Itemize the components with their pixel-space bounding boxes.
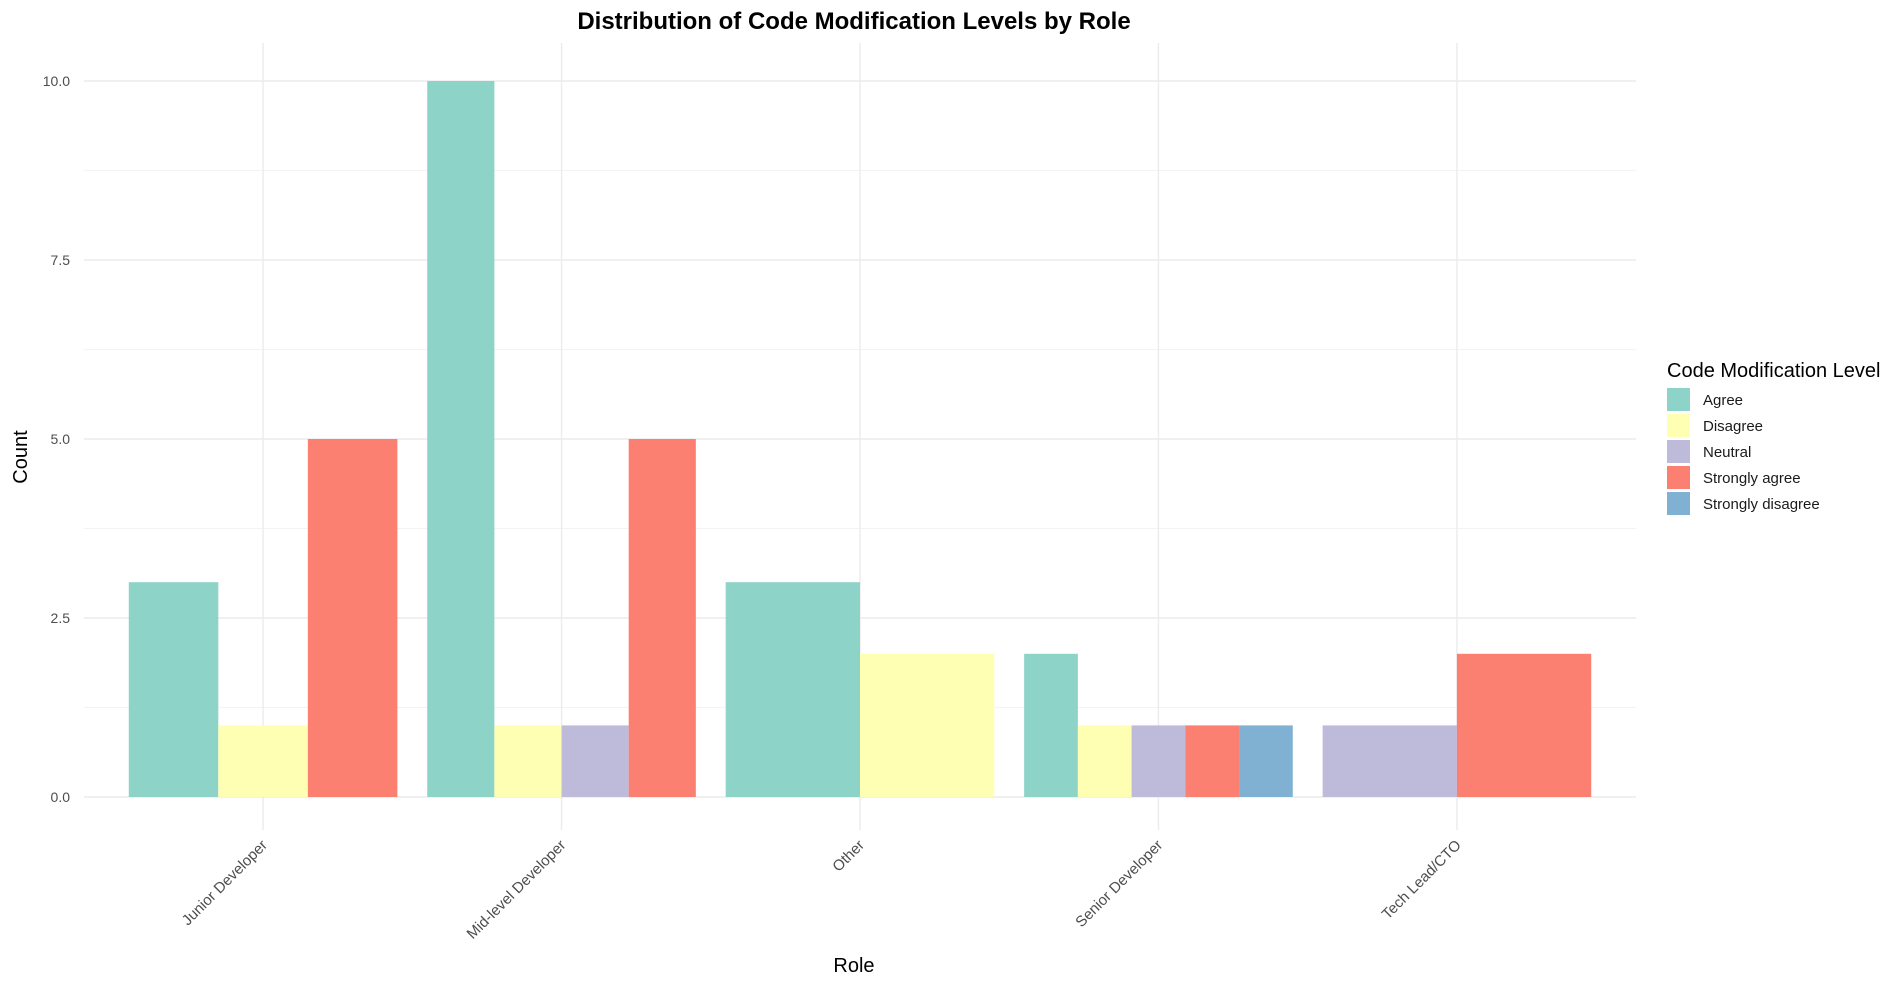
- y-tick-label: 7.5: [51, 252, 71, 268]
- bar: Mid-level Developer / Neutral: 1: [561, 725, 629, 797]
- x-tick-label: Mid-level Developer: [464, 837, 570, 943]
- bar: Other / Agree: 3: [725, 582, 860, 797]
- legend-title: Code Modification Level: [1667, 360, 1880, 382]
- bar: Junior Developer / Agree: 3: [128, 582, 219, 797]
- bar: Tech Lead/CTO / Neutral: 1: [1322, 725, 1457, 797]
- legend-key: [1667, 466, 1690, 489]
- y-axis-title: Count: [10, 430, 32, 484]
- chart-title: Distribution of Code Modification Levels…: [577, 8, 1130, 35]
- bar: Mid-level Developer / Agree: 10: [427, 81, 495, 797]
- y-tick-label: 0.0: [51, 789, 71, 805]
- bars: Junior Developer / Agree: 3Junior Develo…: [128, 81, 1592, 797]
- legend-key: [1667, 492, 1690, 515]
- bar: Other / Disagree: 2: [860, 653, 995, 797]
- bar: Senior Developer / Strongly disagree: 1: [1239, 725, 1293, 797]
- bar: Senior Developer / Strongly agree: 1: [1185, 725, 1240, 797]
- y-axis-ticks: 0.0 2.5 5.0 7.5 10.0: [43, 73, 70, 805]
- legend-key: [1667, 440, 1690, 463]
- legend-label: Agree: [1703, 392, 1743, 409]
- x-tick-label: Junior Developer: [179, 837, 271, 929]
- x-tick-label: Senior Developer: [1072, 837, 1166, 931]
- x-tick-label: Other: [829, 837, 868, 876]
- bar: Junior Developer / Strongly agree: 5: [307, 439, 398, 797]
- legend-label: Strongly agree: [1703, 470, 1801, 487]
- legend-label: Strongly disagree: [1703, 496, 1820, 513]
- bar: Senior Developer / Neutral: 1: [1131, 725, 1186, 797]
- legend: Code Modification Level Agree Disagree Neu…: [1667, 360, 1880, 515]
- legend-label: Neutral: [1703, 444, 1751, 461]
- y-tick-label: 10.0: [43, 73, 70, 89]
- legend-key: [1667, 388, 1690, 411]
- x-tick-label: Tech Lead/CTO: [1379, 837, 1465, 923]
- y-tick-label: 2.5: [51, 610, 71, 626]
- bar: Tech Lead/CTO / Strongly agree: 2: [1456, 653, 1592, 797]
- bar: Mid-level Developer / Strongly agree: 5: [628, 439, 696, 797]
- bar: Junior Developer / Disagree: 1: [218, 725, 308, 797]
- x-axis-ticks: Junior Developer Mid-level Developer Other…: [179, 837, 1465, 943]
- legend-label: Disagree: [1703, 418, 1763, 435]
- bar: Senior Developer / Agree: 2: [1024, 653, 1078, 797]
- legend-key: [1667, 414, 1690, 437]
- bar: Mid-level Developer / Disagree: 1: [494, 725, 562, 797]
- x-axis-title: Role: [833, 955, 874, 977]
- bar: Senior Developer / Disagree: 1: [1077, 725, 1132, 797]
- y-tick-label: 5.0: [51, 431, 71, 447]
